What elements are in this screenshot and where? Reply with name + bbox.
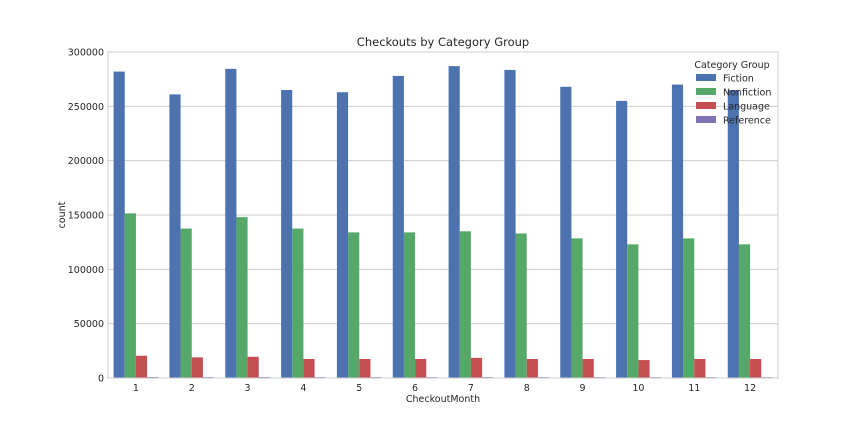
bar-nonfiction-month-3 <box>236 217 248 378</box>
y-tick-label: 150000 <box>68 211 104 222</box>
bar-nonfiction-month-8 <box>515 233 527 378</box>
bar-nonfiction-month-5 <box>348 232 360 378</box>
bar-fiction-month-7 <box>448 66 460 379</box>
bar-nonfiction-month-12 <box>738 244 751 378</box>
bar-nonfiction-month-11 <box>683 238 695 378</box>
x-axis-label: CheckoutMonth <box>406 394 480 405</box>
bar-fiction-month-1 <box>113 71 125 378</box>
legend-swatch-reference <box>696 116 716 123</box>
y-tick-label: 0 <box>98 374 104 385</box>
bar-language-month-8 <box>526 358 538 378</box>
y-ticks: 0 50000 100000 150000 200000 250000 300000 <box>68 48 104 385</box>
legend-label-reference: Reference <box>723 116 771 127</box>
bar-nonfiction-month-4 <box>292 228 304 378</box>
bar-language-month-4 <box>303 358 315 378</box>
bar-fiction-month-11 <box>671 84 684 378</box>
bar-language-month-7 <box>470 357 483 378</box>
bar-fiction-month-5 <box>336 92 349 378</box>
bar-fiction-month-9 <box>560 86 572 379</box>
bars <box>113 66 773 379</box>
x-tick-label: 4 <box>300 383 306 394</box>
bar-fiction-month-4 <box>281 90 293 379</box>
bar-fiction-month-10 <box>616 100 628 379</box>
bar-fiction-month-2 <box>169 94 181 378</box>
bar-language-month-12 <box>750 358 762 378</box>
bar-language-month-6 <box>415 358 427 378</box>
bar-language-month-5 <box>359 358 371 378</box>
y-tick-label: 300000 <box>68 48 104 59</box>
y-tick-label: 50000 <box>74 319 104 330</box>
x-tick-label: 7 <box>468 383 474 394</box>
legend-label-language: Language <box>723 102 770 113</box>
legend: Category Group Fiction Nonfiction Language… <box>694 60 771 127</box>
legend-label-fiction: Fiction <box>723 74 754 85</box>
y-tick-label: 250000 <box>68 102 104 113</box>
x-tick-label: 1 <box>133 383 139 394</box>
bar-nonfiction-month-7 <box>459 231 471 378</box>
bar-nonfiction-month-6 <box>403 232 416 378</box>
x-ticks: 1 2 3 4 5 6 7 8 9 10 11 12 <box>133 383 756 394</box>
legend-label-nonfiction: Nonfiction <box>723 88 771 99</box>
legend-swatch-nonfiction <box>696 88 716 95</box>
bar-nonfiction-month-9 <box>571 238 583 378</box>
bar-fiction-month-8 <box>504 69 516 379</box>
y-axis-label: count <box>57 201 68 228</box>
bar-language-month-1 <box>135 355 148 378</box>
y-tick-label: 200000 <box>68 156 104 167</box>
chart-title: Checkouts by Category Group <box>357 35 529 49</box>
x-tick-label: 8 <box>524 383 530 394</box>
x-tick-label: 3 <box>245 383 251 394</box>
x-tick-label: 9 <box>580 383 586 394</box>
legend-swatch-language <box>696 102 716 109</box>
y-tick-label: 100000 <box>68 265 104 276</box>
bar-language-month-3 <box>247 356 259 378</box>
bar-language-month-2 <box>191 357 203 378</box>
x-tick-label: 12 <box>744 383 756 394</box>
x-tick-label: 2 <box>189 383 195 394</box>
plot-frame <box>107 51 779 379</box>
legend-title: Category Group <box>694 60 769 71</box>
legend-swatch-fiction <box>696 74 716 81</box>
x-tick-label: 10 <box>632 383 644 394</box>
bar-fiction-month-3 <box>225 68 237 379</box>
x-tick-label: 11 <box>688 383 700 394</box>
x-tick-label: 5 <box>356 383 362 394</box>
bar-nonfiction-month-2 <box>180 228 192 378</box>
bar-nonfiction-month-1 <box>124 213 136 378</box>
x-tick-label: 6 <box>412 383 418 394</box>
bar-language-month-11 <box>694 358 706 378</box>
bar-fiction-month-12 <box>727 90 739 379</box>
bar-fiction-month-6 <box>392 75 404 378</box>
bar-language-month-10 <box>638 360 650 378</box>
bar-language-month-9 <box>582 358 594 378</box>
bar-nonfiction-month-10 <box>627 244 639 378</box>
